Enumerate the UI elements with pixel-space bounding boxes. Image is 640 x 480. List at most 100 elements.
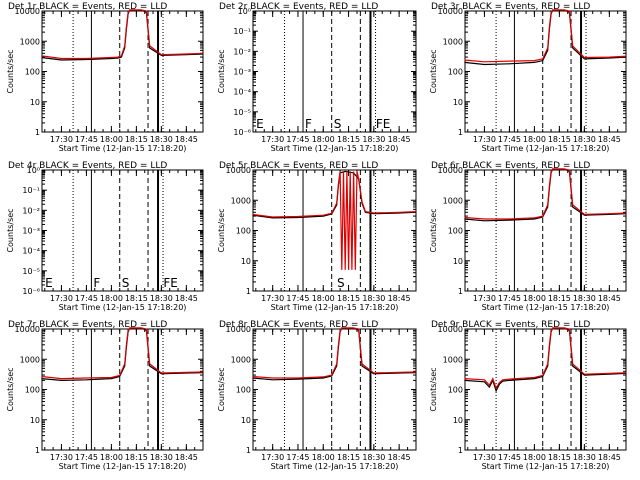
x-tick-label: 17:45 [286,453,309,462]
x-tick-label: 18:30 [362,453,385,462]
x-axis-label: Start Time (12-Jan-15 17:18:20) [59,144,187,153]
y-tick-label: 100 [448,227,463,236]
y-tick-label: 10000 [438,325,463,334]
x-axis-label: Start Time (12-Jan-15 17:18:20) [59,462,187,471]
x-axis-label: Start Time (12-Jan-15 17:18:20) [482,462,610,471]
panel-title: Det 5r BLACK = Events, RED = LLD [219,161,378,171]
y-tick-label: 10⁻⁵ [22,267,40,276]
y-axis-label: Counts/sec [217,208,226,252]
x-tick-label: 17:45 [75,453,98,462]
series-events-line [464,327,627,393]
x-tick-label: 17:30 [473,294,496,303]
marker-letter: S [337,276,345,290]
y-tick-label: 1 [458,446,463,455]
panel-title: Det 6r BLACK = Events, RED = LLD [431,161,590,171]
y-tick-label: 1 [458,128,463,137]
x-tick-label: 18:45 [388,453,411,462]
x-tick-label: 18:45 [175,453,198,462]
marker-letter: F [93,276,100,290]
y-tick-label: 100 [25,68,40,77]
panel-title: Det 3r BLACK = Events, RED = LLD [431,2,590,12]
panel-det-1: Det 1r BLACK = Events, RED = LLD 1 10 100 10… [6,2,204,153]
panel-title: Det 1r BLACK = Events, RED = LLD [8,2,167,12]
panel-det-7: Det 7r BLACK = Events, RED = LLD 1 10 100 10… [6,320,204,471]
y-tick-label: 1 [246,446,251,455]
x-tick-label: 18:30 [573,453,596,462]
y-tick-label: 1000 [231,355,251,364]
marker-letter: FE [376,117,390,131]
x-axis-label: Start Time (12-Jan-15 17:18:20) [271,303,399,312]
x-tick-label: 18:15 [125,294,148,303]
x-tick-label: 18:30 [362,294,385,303]
x-tick-label: 17:30 [50,135,73,144]
y-tick-label: 1 [35,446,40,455]
y-tick-label: 1000 [443,355,463,364]
x-tick-label: 17:45 [498,294,521,303]
x-tick-label: 18:00 [100,294,123,303]
y-tick-label: 10⁰ [238,7,251,16]
x-tick-label: 18:00 [312,135,335,144]
y-tick-label: 10⁻⁵ [233,108,251,117]
x-tick-label: 18:45 [175,294,198,303]
x-tick-label: 17:45 [75,294,98,303]
x-tick-label: 18:00 [312,294,335,303]
plot-frame [41,169,204,292]
y-tick-label: 10 [453,257,463,266]
series-events-line [252,170,417,219]
y-tick-label: 10 [453,98,463,107]
y-tick-label: 100 [236,227,251,236]
y-tick-label: 10000 [438,166,463,175]
x-tick-label: 18:30 [573,294,596,303]
panel-det-9: Det 9r BLACK = Events, RED = LLD 1 10 100 10… [429,320,627,471]
x-axis-label: Start Time (12-Jan-15 17:18:20) [482,303,610,312]
y-axis-label: Counts/sec [6,208,15,252]
x-tick-label: 17:30 [473,453,496,462]
y-axis-label: Counts/sec [6,49,15,93]
plot-frame [252,328,417,451]
y-tick-label: 100 [236,386,251,395]
y-tick-label: 10000 [226,166,251,175]
y-tick-label: 1000 [443,37,463,46]
x-axis-label: Start Time (12-Jan-15 17:18:20) [59,303,187,312]
marker-letter: E [256,117,264,131]
panel-title: Det 7r BLACK = Events, RED = LLD [8,320,167,330]
y-tick-label: 10⁻⁶ [233,128,251,137]
x-tick-label: 17:30 [50,294,73,303]
x-tick-label: 17:45 [498,135,521,144]
x-tick-label: 17:45 [75,135,98,144]
y-tick-label: 10⁻⁴ [22,247,40,256]
y-tick-label: 10⁻⁶ [22,287,40,296]
panel-title: Det 8r BLACK = Events, RED = LLD [219,320,378,330]
y-tick-label: 10000 [438,7,463,16]
x-tick-label: 18:15 [548,453,571,462]
panel-det-4: Det 4r BLACK = Events, RED = LLD 10⁻⁶ 10⁻⁵… [6,161,204,312]
y-tick-label: 1 [458,287,463,296]
y-tick-label: 100 [448,68,463,77]
plot-frame [464,10,627,133]
plot-frame [252,169,417,292]
series-lld-line [41,327,204,380]
x-tick-label: 18:00 [312,453,335,462]
x-tick-label: 17:30 [473,135,496,144]
marker-letter: FE [163,276,177,290]
x-tick-label: 18:15 [337,453,360,462]
x-tick-label: 17:30 [261,135,284,144]
marker-letter: S [122,276,130,290]
y-tick-label: 10 [241,257,251,266]
x-axis-label: Start Time (12-Jan-15 17:18:20) [271,144,399,153]
panel-title: Det 2r BLACK = Events, RED = LLD [219,2,378,12]
x-axis-label: Start Time (12-Jan-15 17:18:20) [482,144,610,153]
x-axis-label: Start Time (12-Jan-15 17:18:20) [271,462,399,471]
panel-det-5: Det 5r BLACK = Events, RED = LLD 1 10 100 10… [217,161,417,312]
x-tick-label: 18:15 [337,135,360,144]
panel-det-8: Det 8r BLACK = Events, RED = LLD 1 10 100 10… [217,320,417,471]
y-tick-label: 1 [246,287,251,296]
x-tick-label: 18:45 [598,294,621,303]
panel-title: Det 9r BLACK = Events, RED = LLD [431,320,590,330]
y-axis-label: Counts/sec [429,49,438,93]
x-tick-label: 18:30 [150,294,173,303]
y-tick-label: 100 [25,386,40,395]
y-axis-label: Counts/sec [217,49,226,93]
panel-det-2: Det 2r BLACK = Events, RED = LLD 10⁻⁶ 10⁻⁵… [217,2,417,153]
